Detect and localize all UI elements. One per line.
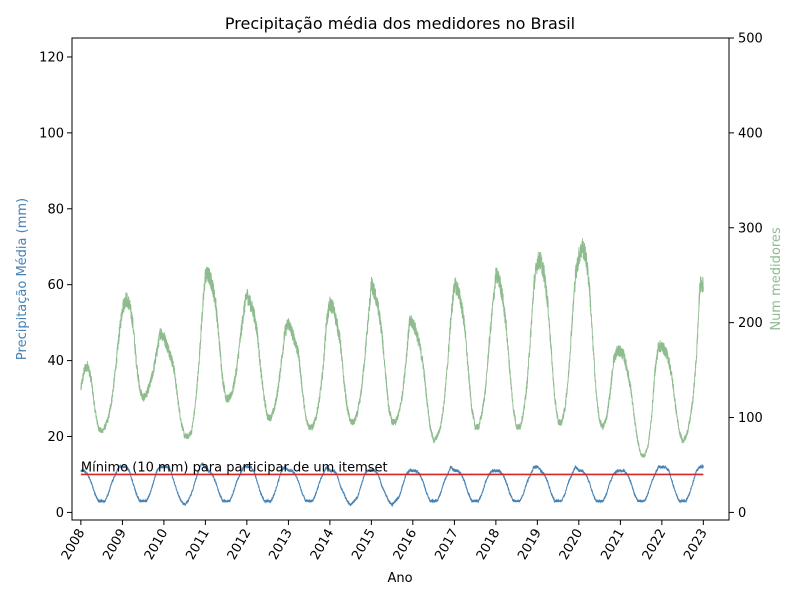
- y-right-tick-label: 500: [738, 32, 763, 47]
- threshold-layer: Mínimo (10 mm) para participar de um ite…: [80, 460, 704, 475]
- series-num-medidores: [80, 238, 704, 458]
- y-left-tick-label: 120: [39, 50, 64, 65]
- y-axis-right-title: Num medidores: [769, 227, 784, 331]
- y-left-tick-label: 40: [47, 354, 64, 369]
- y-left-tick-label: 100: [39, 126, 64, 141]
- plot-area: Mínimo (10 mm) para participar de um ite…: [71, 37, 730, 521]
- y-axis-left: 0 20 40 60 80 100 120: [39, 50, 72, 521]
- x-axis-title: Ano: [387, 571, 412, 586]
- y-right-tick-label: 400: [738, 126, 763, 141]
- y-right-tick-label: 0: [738, 506, 746, 521]
- precipitacao-media-line: [80, 462, 704, 507]
- y-axis-right: 0 100 200 300 400 500: [729, 32, 763, 521]
- y-right-tick-label: 200: [738, 316, 763, 331]
- y-right-tick-label: 100: [738, 411, 763, 426]
- y-axis-left-title: Precipitação Média (mm): [15, 198, 30, 360]
- plot-frame: [71, 37, 730, 521]
- chart-title: Precipitação média dos medidores no Bras…: [225, 14, 575, 33]
- num-medidores-line: [80, 238, 704, 458]
- threshold-label: Mínimo (10 mm) para participar de um ite…: [81, 460, 388, 475]
- y-left-tick-label: 0: [56, 506, 64, 521]
- series-precipitacao-media: [80, 462, 704, 507]
- y-right-tick-label: 300: [738, 221, 763, 236]
- y-left-tick-label: 60: [47, 278, 64, 293]
- y-left-tick-label: 80: [47, 202, 64, 217]
- y-left-tick-label: 20: [47, 430, 64, 445]
